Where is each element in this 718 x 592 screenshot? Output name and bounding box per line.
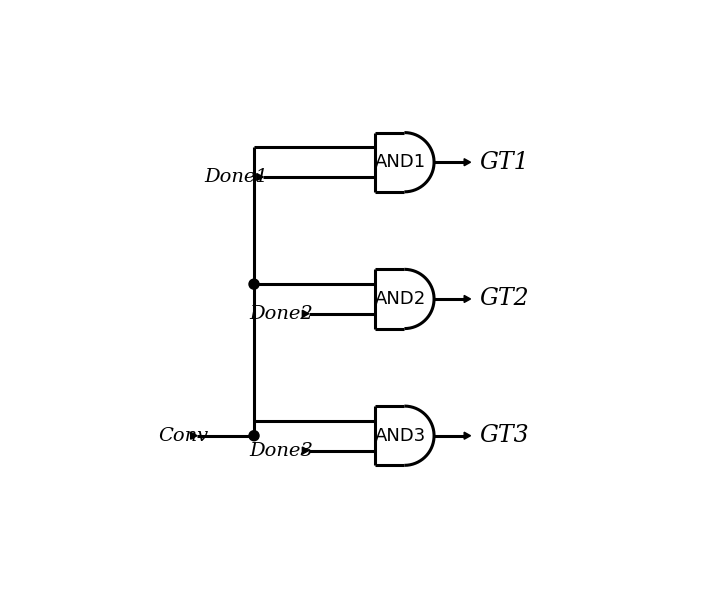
Polygon shape xyxy=(191,432,197,439)
Text: GT3: GT3 xyxy=(480,424,529,447)
Text: GT1: GT1 xyxy=(480,151,529,173)
Text: AND2: AND2 xyxy=(376,290,426,308)
Text: Done1: Done1 xyxy=(204,168,268,186)
Polygon shape xyxy=(464,432,470,439)
Polygon shape xyxy=(302,310,309,317)
Polygon shape xyxy=(464,159,470,166)
Circle shape xyxy=(249,431,259,440)
Text: Conv: Conv xyxy=(158,427,208,445)
Text: Done3: Done3 xyxy=(249,442,313,459)
Text: GT2: GT2 xyxy=(480,288,529,310)
Polygon shape xyxy=(464,295,470,303)
Circle shape xyxy=(249,279,259,289)
Polygon shape xyxy=(302,447,309,454)
Text: AND3: AND3 xyxy=(376,427,426,445)
Text: Done2: Done2 xyxy=(249,305,313,323)
Text: AND1: AND1 xyxy=(376,153,426,171)
Polygon shape xyxy=(257,173,263,181)
